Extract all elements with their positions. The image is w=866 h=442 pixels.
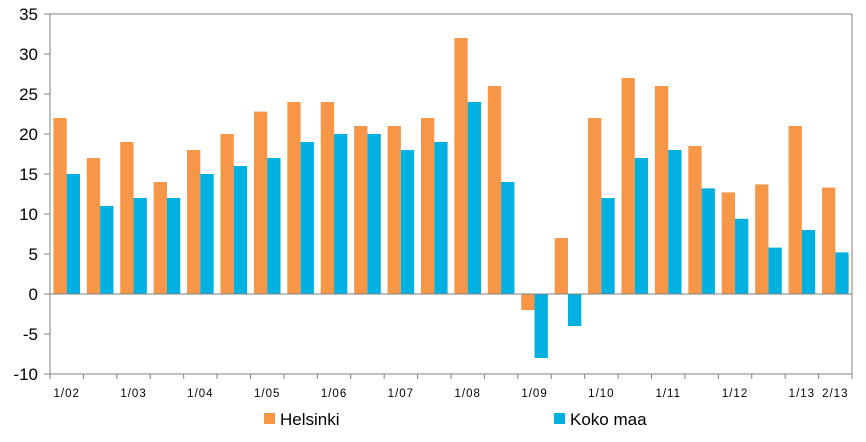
bar-series-1 <box>788 126 802 294</box>
y-tick-label: 35 <box>19 5 38 24</box>
y-tick-label: 30 <box>19 45 38 64</box>
y-tick-label: 15 <box>19 165 38 184</box>
bar-series-1 <box>654 86 669 294</box>
x-tick-label: 2/13 <box>822 388 848 400</box>
y-tick-label: 20 <box>19 125 38 144</box>
legend-label: Helsinki <box>280 410 340 429</box>
axes <box>49 13 853 379</box>
bar-series-1 <box>554 238 568 294</box>
bar-series-1 <box>420 118 435 294</box>
bar-series-2 <box>267 158 281 294</box>
bar-series-1 <box>220 134 234 294</box>
bar-series-1 <box>755 184 769 294</box>
bar-series-2 <box>66 174 81 294</box>
bar-series-1 <box>287 102 301 294</box>
bar-series-2 <box>534 294 548 358</box>
bar-series-1 <box>53 118 67 294</box>
legend: Helsinki Koko maa <box>264 410 647 429</box>
bar-series-2 <box>133 198 147 294</box>
bar-series-2 <box>768 247 782 294</box>
y-tick-label: -5 <box>23 325 38 344</box>
x-tick-label: 1/09 <box>521 388 547 400</box>
bar-series-2 <box>434 142 448 294</box>
bar-series-2 <box>701 188 715 294</box>
legend-label: Koko maa <box>570 410 647 429</box>
bar-series-1 <box>387 126 401 294</box>
bar-series-1 <box>354 126 368 294</box>
legend-swatch <box>264 413 275 424</box>
x-tick-label: 1/07 <box>388 388 414 400</box>
bars <box>53 38 849 358</box>
bar-series-2 <box>166 198 181 294</box>
bar-series-1 <box>153 182 167 294</box>
bar-series-1 <box>320 102 335 294</box>
bar-series-2 <box>668 150 682 294</box>
x-tick-label: 1/11 <box>655 388 681 400</box>
x-tick-label: 1/13 <box>789 388 815 400</box>
y-axis-ticks: 35 30 25 20 15 10 5 0 -5 -10 <box>13 5 50 384</box>
y-tick-label: -10 <box>13 365 38 384</box>
bar-series-2 <box>467 102 482 294</box>
x-tick-label: 1/12 <box>722 388 748 400</box>
legend-swatch <box>554 413 565 424</box>
y-tick-label: 5 <box>29 245 38 264</box>
bar-series-2 <box>367 134 381 294</box>
bar-series-2 <box>233 166 248 294</box>
bar-series-2 <box>334 134 348 294</box>
x-tick-label: 1/08 <box>455 388 481 400</box>
bar-series-1 <box>454 38 468 294</box>
bar-series-1 <box>588 118 602 294</box>
bar-series-2 <box>100 206 114 294</box>
bar-series-1 <box>86 158 101 294</box>
bar-series-2 <box>400 150 415 294</box>
bar-series-1 <box>521 294 535 310</box>
bar-series-2 <box>634 158 649 294</box>
y-tick-label: 10 <box>19 205 38 224</box>
bar-series-1 <box>487 86 502 294</box>
bar-series-2 <box>300 142 314 294</box>
x-tick-label: 1/04 <box>187 388 213 400</box>
x-tick-label: 1/03 <box>120 388 146 400</box>
bar-series-2 <box>601 198 615 294</box>
bar-series-2 <box>801 230 816 294</box>
x-tick-label: 1/06 <box>321 388 347 400</box>
x-axis-ticks: 1/02 1/03 1/04 1/05 1/06 1/07 1/08 1/09 1/10 1/11… <box>54 388 848 400</box>
bar-series-1 <box>721 192 736 294</box>
bar-series-1 <box>187 150 201 294</box>
bar-series-2 <box>200 174 214 294</box>
bar-series-1 <box>253 111 268 294</box>
y-tick-label: 0 <box>29 285 38 304</box>
bar-series-1 <box>120 142 134 294</box>
bar-series-1 <box>821 187 836 294</box>
bar-series-2 <box>835 252 849 294</box>
bar-series-2 <box>501 182 515 294</box>
x-tick-label: 1/05 <box>254 388 280 400</box>
bar-series-2 <box>567 294 582 326</box>
bar-series-1 <box>621 78 635 294</box>
bar-series-2 <box>735 218 749 294</box>
bar-series-1 <box>688 146 702 294</box>
y-tick-label: 25 <box>19 85 38 104</box>
x-tick-label: 1/02 <box>54 388 80 400</box>
x-tick-label: 1/10 <box>588 388 614 400</box>
